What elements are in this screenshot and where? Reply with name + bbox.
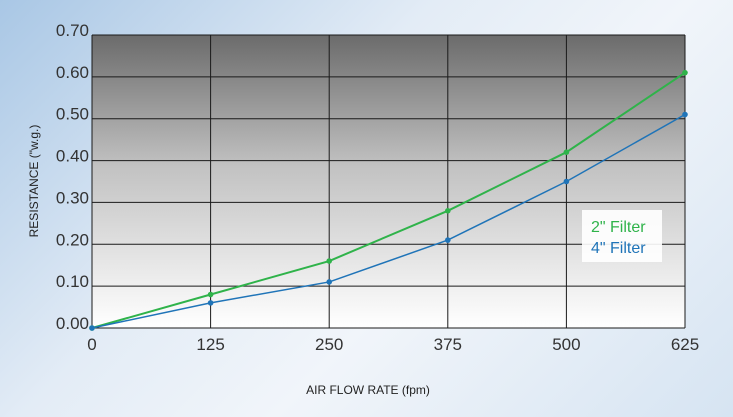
data-point-series-1 <box>445 237 451 243</box>
x-tick-label: 500 <box>552 335 580 354</box>
x-tick-label: 125 <box>196 335 224 354</box>
y-tick-label: 0.50 <box>56 105 89 124</box>
legend: 2" Filter 4" Filter <box>582 210 662 262</box>
data-point-series-0 <box>682 69 688 76</box>
data-point-series-1 <box>89 325 95 331</box>
y-tick-label: 0.00 <box>56 314 89 333</box>
legend-label-4in-filter: 4" Filter <box>591 240 646 257</box>
y-axis-title: RESISTANCE ("w.g.) <box>27 125 41 238</box>
y-tick-label: 0.70 <box>56 21 89 40</box>
x-tick-label: 625 <box>671 335 699 354</box>
x-axis-title: AIR FLOW RATE (fpm) <box>306 383 430 397</box>
data-point-series-1 <box>326 279 333 285</box>
data-point-series-1 <box>563 178 570 185</box>
x-tick-label: 375 <box>434 335 462 354</box>
y-tick-label: 0.20 <box>56 230 89 249</box>
x-tick-label: 250 <box>315 335 343 354</box>
data-point-series-1 <box>207 300 214 306</box>
y-tick-label: 0.40 <box>56 147 89 166</box>
y-tick-label: 0.30 <box>56 188 89 207</box>
data-point-series-0 <box>326 258 333 264</box>
data-point-series-0 <box>445 208 451 214</box>
legend-box <box>582 210 662 262</box>
data-point-series-0 <box>563 149 570 155</box>
x-tick-label: 0 <box>87 335 96 354</box>
data-point-series-0 <box>207 291 214 298</box>
series-line-1 <box>91 113 686 329</box>
series-line-0 <box>91 71 686 329</box>
y-tick-labels: 0.00 0.10 0.20 0.30 0.40 0.50 0.60 0.70 <box>56 21 89 333</box>
data-point-series-1 <box>682 111 688 118</box>
x-tick-labels: 0 125 250 375 500 625 <box>87 335 699 354</box>
legend-label-2in-filter: 2" Filter <box>591 219 646 236</box>
plot-area <box>92 35 685 328</box>
series-layer <box>89 69 688 331</box>
y-tick-label: 0.60 <box>56 63 89 82</box>
y-tick-label: 0.10 <box>56 272 89 291</box>
